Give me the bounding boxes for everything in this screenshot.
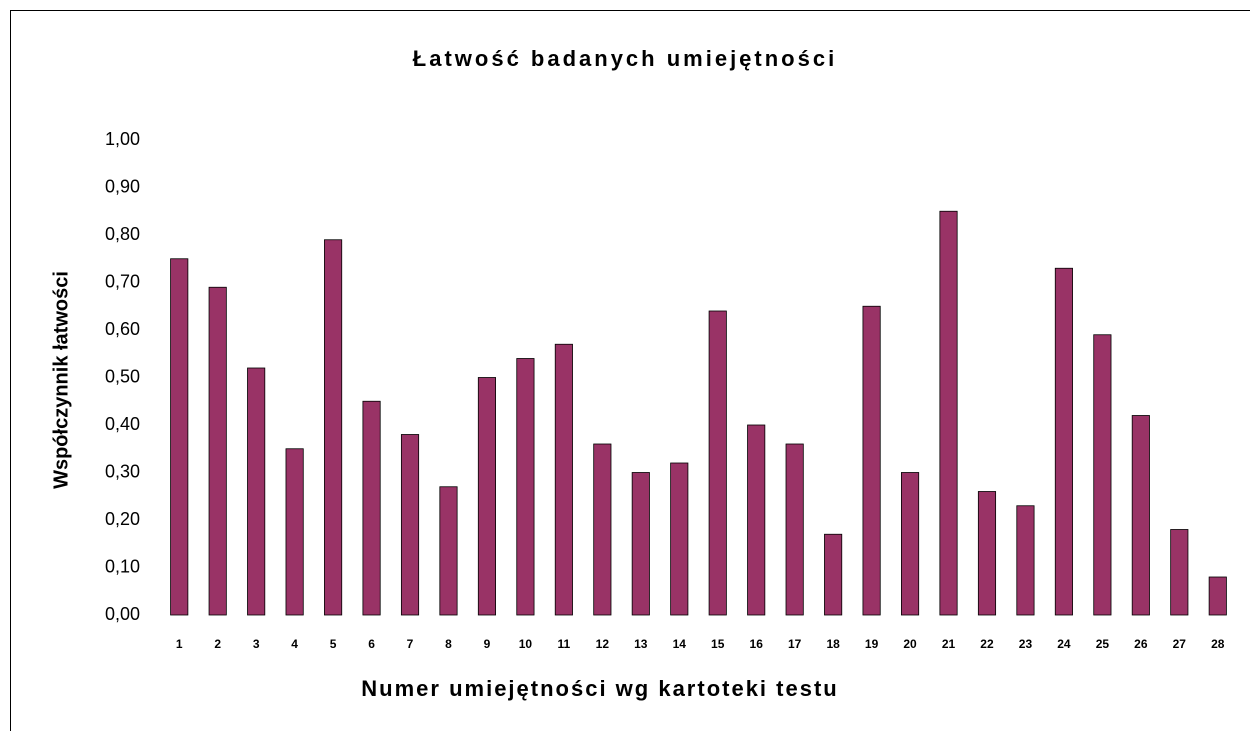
x-tick-label: 22 [980,637,994,651]
bar [1170,529,1189,616]
x-tick-label: 20 [903,637,917,651]
bar [824,533,843,616]
x-tick-label: 5 [330,637,337,651]
bar [324,239,343,616]
y-tick-label: 0,40 [105,414,140,434]
chart-title: Łatwość badanych umiejętności [413,46,837,71]
x-tick-label: 2 [214,637,221,651]
x-tick-label: 16 [750,637,764,651]
x-tick-label: 17 [788,637,802,651]
bar [862,305,881,616]
x-tick-label: 23 [1019,637,1033,651]
bar [247,367,266,616]
bar [631,472,650,616]
x-tick-label: 9 [484,637,491,651]
bar [900,472,920,616]
y-tick-label: 1,00 [105,129,140,149]
x-tick-label: 25 [1096,637,1110,651]
x-axis-label: Numer umiejętności wg kartoteki testu [361,676,838,701]
x-tick-label: 21 [942,637,956,651]
bar [208,286,227,616]
x-tick-label: 15 [711,637,725,651]
x-tick-label: 1 [176,637,183,651]
y-tick-label: 0,20 [105,509,140,529]
y-tick-label: 0,60 [105,319,140,339]
x-tick-label: 3 [253,637,260,651]
bar [439,486,458,616]
bar [1016,505,1035,616]
x-tick-label: 28 [1211,637,1225,651]
x-tick-label: 7 [407,637,414,651]
x-tick-label: 27 [1173,637,1187,651]
x-tick-label: 18 [826,637,840,651]
bar [1054,267,1073,616]
x-tick-label: 26 [1134,637,1148,651]
x-tick-label: 24 [1057,637,1071,651]
x-tick-label: 8 [445,637,452,651]
bar [785,443,804,616]
x-tick-label: 11 [558,637,571,651]
x-tick-label: 13 [634,637,648,651]
y-tick-label: 0,50 [105,366,140,386]
x-tick-label: 10 [519,637,533,651]
y-axis-label: Współczynnik łatwości [50,271,72,489]
x-tick-label: 4 [291,637,298,651]
bar [362,400,381,616]
bar [1131,415,1150,616]
bar [400,434,420,616]
x-tick-label: 6 [368,637,375,651]
chart-frame [10,10,1250,731]
bar [593,443,612,616]
y-tick-label: 0,30 [105,461,140,481]
bar [939,210,958,616]
y-tick-label: 0,00 [105,604,140,624]
bar [170,258,189,616]
bar [977,491,997,616]
bar [708,310,727,616]
x-tick-label: 19 [865,637,879,651]
bar [1093,334,1112,616]
y-tick-label: 0,80 [105,224,140,244]
bar [747,424,766,616]
y-tick-label: 0,90 [105,176,140,196]
x-tick-label: 14 [673,637,687,651]
bar [1208,576,1227,616]
bar [516,358,535,616]
y-tick-label: 0,70 [105,271,140,291]
y-tick-label: 0,10 [105,556,140,576]
bar [670,462,689,616]
x-tick-label: 12 [596,637,610,651]
bar [285,448,304,616]
bar [477,377,497,616]
bar [554,343,573,616]
